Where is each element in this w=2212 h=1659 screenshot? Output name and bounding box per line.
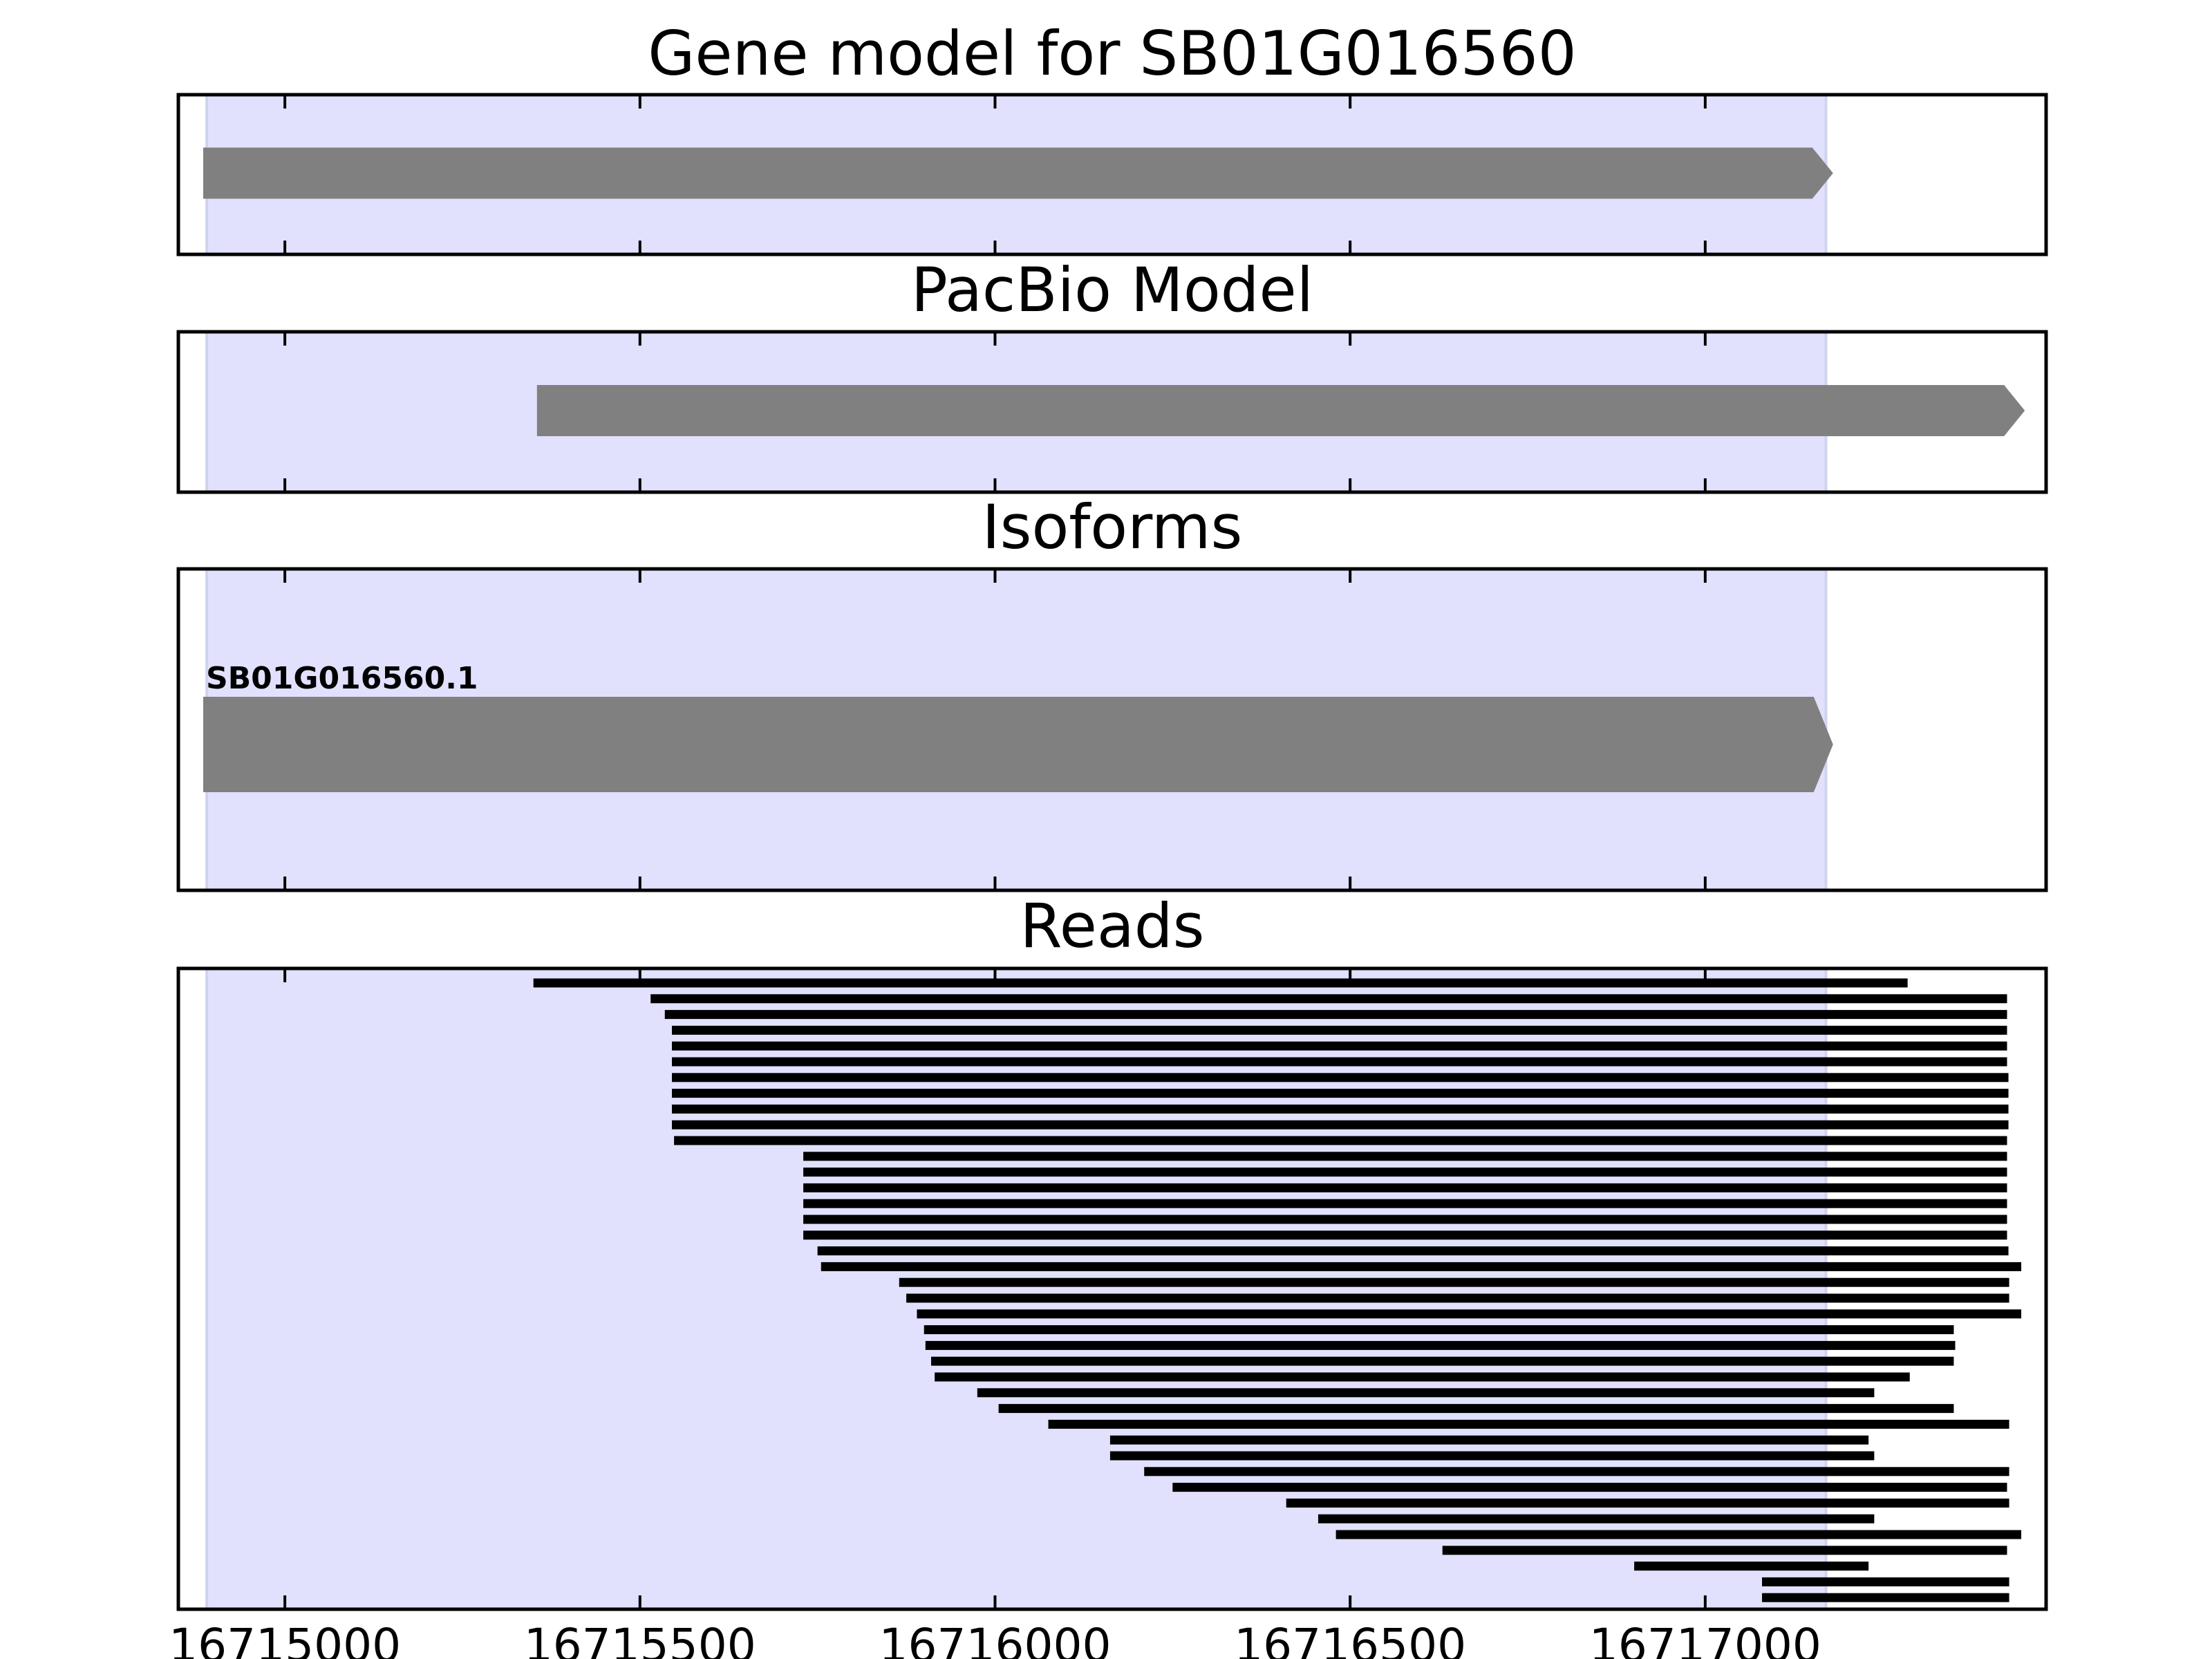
read-bar <box>821 1262 2022 1271</box>
x-tick-label: 16717000 <box>1589 1619 1821 1659</box>
read-bar <box>1172 1483 2007 1492</box>
panel-frame <box>176 966 2048 1611</box>
read-bar <box>924 1325 1954 1335</box>
read-bar <box>672 1041 2007 1051</box>
read-bar <box>1318 1514 1875 1524</box>
x-tick-label: 16715500 <box>524 1619 756 1659</box>
read-bar <box>1286 1498 2009 1508</box>
read-bar <box>672 1057 2007 1067</box>
read-bar <box>998 1404 1954 1414</box>
read-bar <box>977 1388 1875 1398</box>
read-bar <box>803 1215 2007 1224</box>
read-bar <box>803 1230 2007 1240</box>
read-bar <box>672 1025 2007 1035</box>
read-bar <box>650 994 2007 1004</box>
read-bar <box>803 1152 2007 1161</box>
x-tick-label: 16716500 <box>1234 1619 1466 1659</box>
panel-frame <box>176 330 2048 494</box>
read-bar <box>906 1293 2009 1303</box>
read-bar <box>1048 1419 2009 1429</box>
read-bar <box>899 1277 2009 1287</box>
x-tick-label: 16716000 <box>879 1619 1112 1659</box>
read-bar <box>1634 1562 1869 1571</box>
read-bar <box>1335 1530 2022 1539</box>
isoforms-panel-title: Isoforms <box>982 491 1243 563</box>
read-bar <box>1109 1435 1869 1445</box>
x-tick-label: 16715000 <box>169 1619 401 1659</box>
read-bar <box>672 1073 2009 1082</box>
read-bar <box>672 1089 2009 1098</box>
read-bar <box>672 1120 2009 1130</box>
panel-frame <box>176 93 2048 256</box>
read-bar <box>935 1372 1910 1382</box>
gene-model-panel-title: Gene model for SB01G016560 <box>648 18 1577 89</box>
gene-feature-arrow <box>203 697 1833 792</box>
gene-feature-arrow <box>203 147 1833 199</box>
read-bar <box>672 1104 2009 1114</box>
isoform-label: SB01G016560.1 <box>206 661 478 696</box>
read-bar <box>803 1199 2007 1208</box>
read-bar <box>674 1136 2007 1145</box>
read-bar <box>931 1356 1954 1366</box>
read-bar <box>817 1246 2009 1256</box>
read-bar <box>925 1340 1956 1350</box>
reads-panel-title: Reads <box>1020 890 1205 962</box>
read-bar <box>1109 1451 1875 1461</box>
read-bar <box>917 1309 2022 1319</box>
gene-feature-arrow <box>536 385 2025 436</box>
read-bar <box>664 1010 2007 1020</box>
read-bar <box>1762 1577 2009 1586</box>
read-bar <box>1144 1467 2009 1477</box>
read-bar <box>803 1183 2007 1192</box>
pacbio-model-panel-title: PacBio Model <box>911 254 1313 326</box>
plot-layer: SB01G016560.1 16715000 16715500 16716000 167… <box>169 93 2048 1659</box>
read-bar <box>1442 1546 2007 1555</box>
read-bar <box>1762 1593 2009 1602</box>
read-bar <box>533 978 1908 988</box>
read-bar <box>803 1168 2007 1177</box>
panel-frame <box>176 567 2048 892</box>
